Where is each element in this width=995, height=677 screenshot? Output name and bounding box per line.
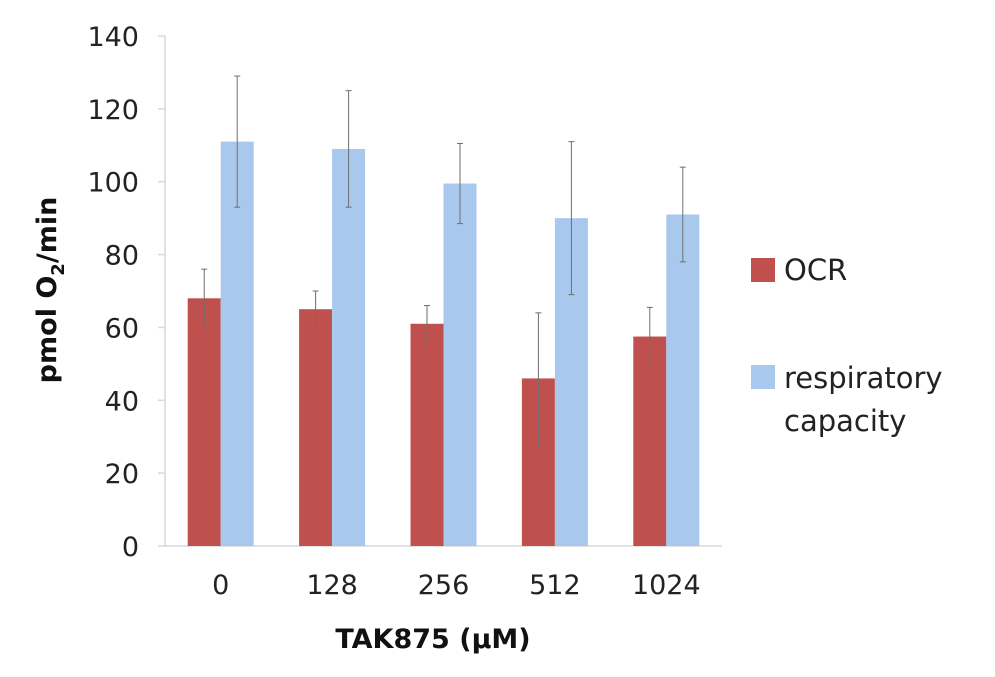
bar-respiratory-capacity: [220, 141, 254, 546]
legend-label-respiratory-capacity: respiratory capacity: [784, 361, 952, 438]
legend-label-line-2: capacity: [784, 404, 906, 438]
y-axis-title-subscript: 2: [48, 263, 69, 276]
bar-ocr: [633, 336, 667, 546]
bar-respiratory-capacity: [666, 214, 700, 546]
y-axis-title-unit: /min: [32, 197, 63, 263]
y-axis-title: pmol O2/min: [32, 197, 69, 384]
plot-area: 0 20 40 60 80 100 120 140 0 128 256 512 1024: [87, 22, 722, 601]
x-tick-label: 1024: [632, 570, 701, 601]
legend-label-ocr: OCR: [784, 253, 847, 287]
legend-swatch-respiratory-capacity: [751, 365, 775, 389]
x-tick-label: 512: [529, 570, 581, 601]
y-tick-label: 0: [122, 532, 139, 563]
x-axis-title: TAK875 (µM): [335, 624, 530, 655]
bar-respiratory-capacity: [443, 183, 477, 547]
legend-swatch-ocr: [751, 258, 775, 282]
y-tick-label: 120: [87, 95, 139, 126]
x-tick-label: 0: [212, 570, 229, 601]
y-tick-label: 100: [87, 168, 139, 199]
y-tick-label: 20: [105, 459, 139, 490]
y-tick-label: 80: [105, 241, 139, 272]
y-tick-label: 60: [105, 313, 139, 344]
legend-label-line-1: respiratory: [784, 361, 943, 395]
bar-ocr: [299, 309, 333, 546]
y-tick-label: 40: [105, 386, 139, 417]
bar-respiratory-capacity: [332, 148, 366, 546]
x-tick-label: 256: [418, 570, 470, 601]
bar-ocr: [187, 298, 221, 546]
y-tick-label: 140: [87, 22, 139, 53]
x-tick-label: 128: [306, 570, 358, 601]
legend: OCR respiratory capacity: [751, 253, 952, 438]
bar-ocr: [410, 323, 444, 546]
y-axis-title-main: pmol O: [32, 276, 63, 384]
